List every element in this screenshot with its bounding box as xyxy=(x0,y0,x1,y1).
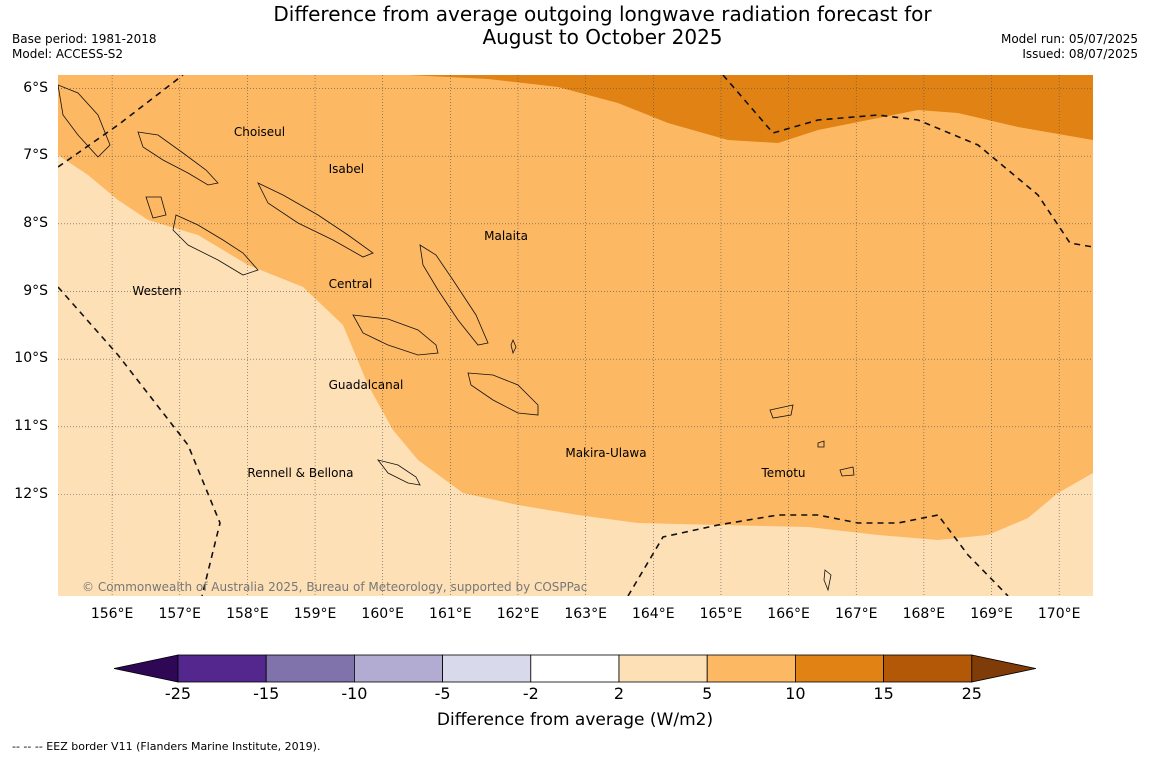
vella-lavella-island xyxy=(145,196,167,219)
tikopia-island xyxy=(823,569,832,592)
model-run: Model run: 05/07/2025 xyxy=(1000,32,1138,46)
region-label: Makira-Ulawa xyxy=(565,445,647,460)
choiseul-island xyxy=(137,131,219,186)
longitude-label: 165°E xyxy=(699,606,743,622)
map-panel xyxy=(58,75,1093,596)
new-georgia-islands xyxy=(172,214,259,276)
map-canvas xyxy=(58,75,1093,596)
region-label: Temotu xyxy=(761,466,806,481)
eez-footnote: -- -- -- EEZ border V11 (Flanders Marine… xyxy=(12,740,321,753)
latitude-label: 7°S xyxy=(23,147,48,164)
santa-cruz-island xyxy=(769,404,794,419)
longitude-label: 170°E xyxy=(1037,606,1081,622)
longitude-label: 164°E xyxy=(631,606,675,622)
isabel-island xyxy=(257,182,374,258)
copyright-notice: © Commonwealth of Australia 2025, Bureau… xyxy=(82,580,588,594)
colorbar-tick: 10 xyxy=(785,684,806,703)
guadalcanal-island xyxy=(352,314,439,356)
colorbar-segment xyxy=(265,654,355,683)
longitude-label: 160°E xyxy=(361,606,404,622)
region-label: Choiseul xyxy=(233,124,286,139)
makira-island xyxy=(467,372,539,416)
latitude-label: 10°S xyxy=(14,350,48,367)
region-label: Central xyxy=(328,276,373,291)
island-outlines xyxy=(58,84,855,592)
map-title: Difference from average outgoing longwav… xyxy=(0,3,1150,49)
colorbar-segment xyxy=(883,654,973,683)
title-line-2: August to October 2025 xyxy=(482,25,723,49)
colorbar-tick: 25 xyxy=(961,684,982,703)
colorbar-segment xyxy=(442,654,532,683)
latitude-label: 12°S xyxy=(14,485,48,502)
latitude-label: 6°S xyxy=(23,79,48,96)
colorbar xyxy=(113,654,1036,683)
colorbar-segment xyxy=(530,654,620,683)
colorbar-segment xyxy=(353,654,443,683)
model-name: Model: ACCESS-S2 xyxy=(12,47,124,61)
latitude-label: 9°S xyxy=(23,282,48,299)
longitude-label: 163°E xyxy=(564,606,607,622)
latitude-label: 11°S xyxy=(14,417,48,434)
longitude-label: 169°E xyxy=(970,606,1013,622)
longitude-label: 168°E xyxy=(902,606,946,622)
colorbar-tick: -25 xyxy=(164,684,192,703)
colorbar-tick: -5 xyxy=(434,684,451,703)
colorbar-segment xyxy=(177,654,267,683)
colorbar-tick: 5 xyxy=(702,684,713,703)
longitude-label: 158°E xyxy=(226,606,269,622)
bougainville-island xyxy=(58,84,111,158)
title-line-1: Difference from average outgoing longwav… xyxy=(273,2,932,26)
colorbar-tick: 2 xyxy=(613,684,625,703)
colorbar-tick: 15 xyxy=(873,684,894,703)
colorbar-label: Difference from average (W/m2) xyxy=(436,710,714,730)
colorbar-segment xyxy=(795,654,885,683)
latitude-label: 8°S xyxy=(23,214,48,231)
colorbar-segment xyxy=(706,654,796,683)
rennell-island xyxy=(376,459,421,486)
anomaly-band-10-15 xyxy=(408,75,1093,143)
colorbar-tick: -10 xyxy=(341,684,368,703)
colorbar-extend-high xyxy=(971,654,1036,683)
malaita-island xyxy=(419,244,489,346)
base-period: Base period: 1981-2018 xyxy=(12,32,157,46)
longitude-label: 161°E xyxy=(429,606,472,622)
colorbar-tick: -2 xyxy=(522,684,539,703)
ndai-island xyxy=(510,338,517,355)
region-label: Isabel xyxy=(328,161,365,176)
anomaly-band-5-10 xyxy=(58,75,1093,540)
longitude-label: 157°E xyxy=(158,606,202,622)
region-label: Malaita xyxy=(484,229,528,244)
vanikoro-island xyxy=(839,466,855,477)
region-label: Western xyxy=(132,283,182,298)
meta-right: Model run: 05/07/2025 Issued: 08/07/2025 xyxy=(1001,32,1138,62)
meta-left: Base period: 1981-2018 Model: ACCESS-S2 xyxy=(12,32,157,62)
anuta-island xyxy=(817,440,825,448)
colorbar-tick: -15 xyxy=(253,684,280,703)
eez-border xyxy=(58,75,1093,596)
longitude-label: 162°E xyxy=(496,606,540,622)
region-label: Rennell & Bellona xyxy=(247,466,354,481)
longitude-label: 159°E xyxy=(293,606,337,622)
region-label: Guadalcanal xyxy=(328,378,404,393)
issued-date: Issued: 08/07/2025 xyxy=(1022,47,1138,61)
colorbar-extend-low xyxy=(113,654,179,683)
colorbar-segment xyxy=(618,654,708,683)
longitude-label: 167°E xyxy=(834,606,878,622)
longitude-label: 156°E xyxy=(90,606,134,622)
longitude-label: 166°E xyxy=(767,606,810,622)
